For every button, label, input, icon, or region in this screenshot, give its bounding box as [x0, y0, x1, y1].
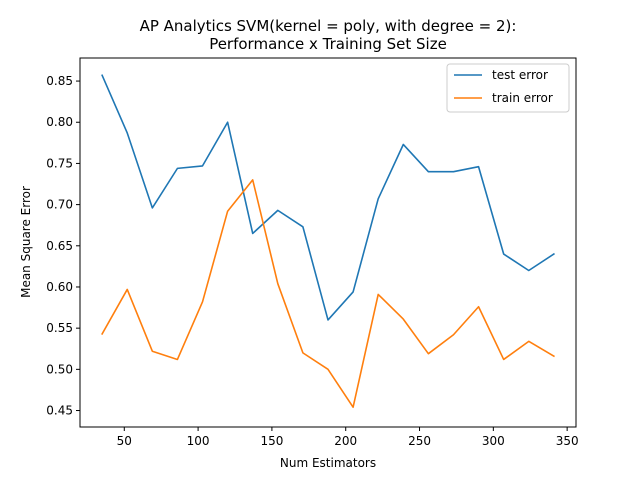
y-tick-label: 0.55	[46, 321, 73, 335]
legend-label-test-error: test error	[492, 68, 548, 82]
y-tick-label: 0.50	[46, 362, 73, 376]
series-line-test-error	[101, 74, 555, 321]
y-tick-label: 0.75	[46, 156, 73, 170]
plot-area	[101, 74, 555, 409]
chart-title-line1: AP Analytics SVM(kernel = poly, with deg…	[140, 17, 517, 35]
y-tick-label: 0.65	[46, 239, 73, 253]
x-tick-label: 300	[482, 434, 505, 448]
x-axis-label: Num Estimators	[280, 456, 376, 470]
y-axis: 0.45 0.50 0.55 0.60 0.65 0.70 0.75 0.80 0.85	[46, 74, 80, 418]
x-tick-label: 250	[408, 434, 431, 448]
y-tick-label: 0.80	[46, 115, 73, 129]
legend: test error train error	[446, 63, 570, 113]
x-tick-label: 100	[187, 434, 210, 448]
y-tick-label: 0.60	[46, 280, 73, 294]
y-axis-label: Mean Square Error	[19, 186, 33, 298]
y-tick-label: 0.45	[46, 404, 73, 418]
series-line-train-error	[101, 179, 555, 409]
x-tick-label: 150	[260, 434, 283, 448]
chart-title-line2: Performance x Training Set Size	[209, 35, 447, 53]
legend-box	[446, 63, 570, 113]
x-tick-label: 200	[334, 434, 357, 448]
x-tick-label: 350	[556, 434, 579, 448]
y-tick-label: 0.70	[46, 198, 73, 212]
legend-label-train-error: train error	[492, 91, 553, 105]
x-tick-label: 50	[117, 434, 132, 448]
x-axis: 50 100 150 200 250 300 350	[117, 427, 579, 448]
y-tick-label: 0.85	[46, 74, 73, 88]
plot-frame	[79, 57, 577, 428]
